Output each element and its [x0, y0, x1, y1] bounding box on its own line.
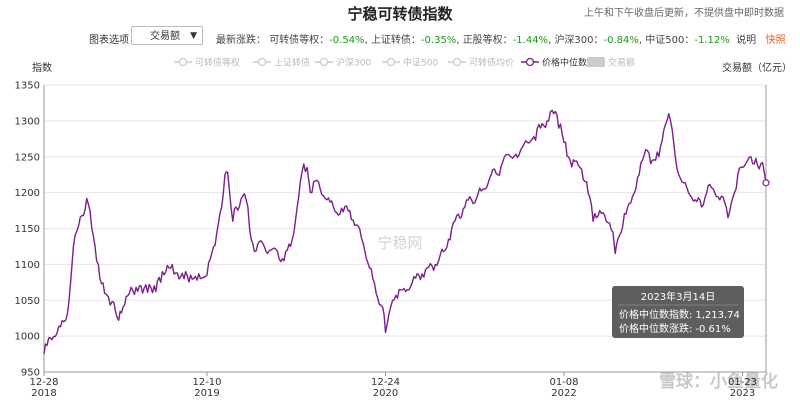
change-value: -1.12% [694, 35, 730, 46]
chart-option-select[interactable]: 交易额 ▼ [131, 26, 203, 45]
legend-item[interactable]: 中证500 [382, 57, 438, 69]
x-tick-year: 2019 [194, 388, 219, 399]
change-label: 沪深300： [554, 35, 604, 46]
change-label: 中证500： [645, 35, 695, 46]
legend-label: 沪深300 [336, 57, 371, 69]
changes-prefix: 最新涨跌： [216, 35, 266, 46]
tooltip-line1-value: 1,213.74 [695, 310, 740, 321]
x-tick-label: 01-23 [728, 377, 757, 388]
tooltip-box [612, 286, 744, 338]
watermark: 宁稳网 [377, 234, 422, 252]
x-tick-year: 2023 [730, 388, 755, 399]
tooltip-date: 2023年3月14日 [641, 290, 716, 303]
legend-swatch [587, 57, 605, 67]
x-tick-year: 2018 [31, 388, 56, 399]
legend-marker [452, 57, 462, 67]
y2-axis-label: 交易额（亿元） [722, 61, 792, 74]
chevron-down-icon: ▼ [190, 31, 197, 41]
change-value: -0.84% [603, 35, 639, 46]
x-tick-label: 12-24 [371, 377, 400, 388]
tooltip-line2-label: 价格中位数涨跌: [619, 322, 692, 335]
y-axis-label: 指数 [32, 61, 52, 74]
change-label: 正股等权： [462, 35, 513, 46]
y-axis: 950 1000 1050 1100 1150 1200 1250 1300 1350 [15, 81, 767, 379]
snapshot-link[interactable]: 快照 [765, 35, 786, 46]
y-tick-label: 1050 [15, 296, 40, 307]
x-tick-year: 2020 [373, 388, 398, 399]
change-label: 上证转债： [370, 35, 421, 46]
legend-marker [319, 57, 329, 67]
latest-changes: 最新涨跌： 可转债等权：-0.54%, 上证转债：-0.35%, 正股等权：-1… [216, 35, 786, 46]
legend-marker [257, 57, 267, 67]
legend-marker [386, 57, 396, 67]
change-value: -1.44% [512, 35, 549, 46]
page-title: 宁稳可转债指数 [347, 5, 453, 23]
x-tick-label: 12-28 [29, 377, 58, 388]
chart-option-value: 交易额 [150, 31, 180, 42]
legend-item[interactable]: 可转债均价 [448, 57, 514, 69]
change-label: 可转债等权： [269, 35, 330, 46]
y-tick-label: 1000 [15, 332, 40, 343]
change-value: -0.35% [420, 35, 457, 46]
legend-label: 中证500 [403, 57, 438, 69]
legend: 可转债等权 上证转债 沪深300 中证500 可转债均价 价格中位数 交易额 [174, 57, 635, 69]
y-tick-label: 1300 [15, 116, 40, 127]
series-line-price-median [43, 109, 767, 355]
legend-label: 可转债等权 [195, 57, 240, 69]
y-tick-label: 950 [21, 368, 40, 379]
tooltip-line2: 价格中位数涨跌: -0.61% [619, 322, 731, 335]
legend-item[interactable]: 价格中位数 [521, 57, 587, 69]
legend-label: 上证转债 [274, 57, 310, 69]
tooltip: 2023年3月14日 价格中位数指数: 1,213.74 价格中位数涨跌: -0.6… [612, 286, 744, 338]
help-link[interactable]: 说明 [736, 35, 757, 46]
tooltip-line2-value: -0.61% [695, 324, 730, 335]
x-tick-label: 12-10 [192, 377, 221, 388]
y-tick-label: 1100 [15, 260, 40, 271]
legend-label: 价格中位数 [542, 57, 587, 69]
x-tick-year: 2022 [551, 388, 576, 399]
legend-label: 交易额 [608, 57, 635, 69]
tooltip-line1-label: 价格中位数指数: [619, 308, 692, 321]
update-note: 上午和下午收盘后更新，不提供盘中即时数据 [584, 8, 784, 19]
x-tick-label: 01-08 [549, 377, 578, 388]
y-tick-label: 1350 [15, 81, 40, 92]
legend-item[interactable]: 交易额 [587, 57, 635, 69]
legend-item[interactable]: 可转债等权 [174, 57, 240, 69]
legend-item[interactable]: 上证转债 [253, 57, 310, 69]
corner-watermark: 雪球：小鱼量化 [659, 371, 778, 392]
selector-label: 图表选项 [89, 35, 129, 46]
legend-marker [178, 57, 188, 67]
change-value: -0.54% [329, 35, 365, 46]
legend-item[interactable]: 沪深300 [315, 57, 371, 69]
legend-label: 可转债均价 [469, 57, 514, 69]
legend-marker [525, 57, 535, 67]
y-tick-label: 1150 [15, 224, 40, 235]
tooltip-line1: 价格中位数指数: 1,213.74 [619, 308, 740, 321]
y-tick-label: 1200 [15, 188, 40, 199]
y-tick-label: 1250 [15, 152, 40, 163]
hover-point [762, 179, 770, 187]
